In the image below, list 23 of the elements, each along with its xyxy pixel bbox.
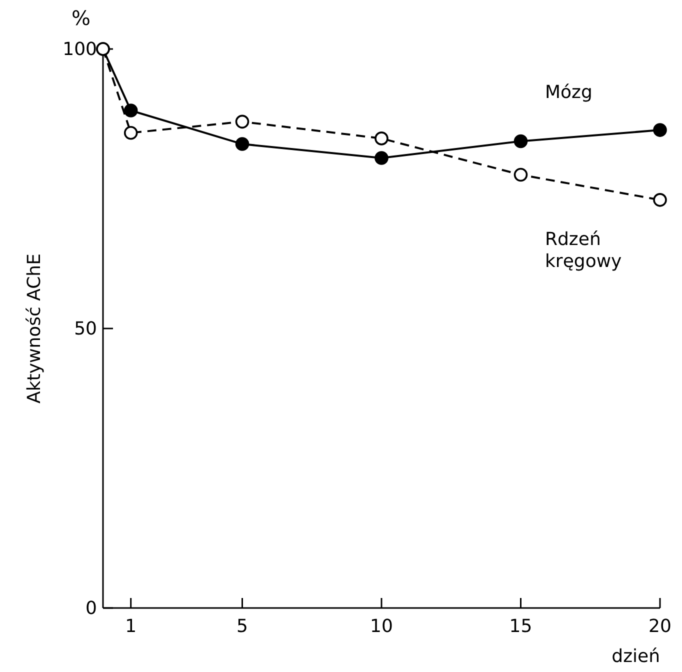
- x-tick-label: 5: [236, 616, 248, 637]
- point: [235, 114, 250, 129]
- point: [374, 151, 388, 165]
- x-tick-label: 1: [125, 616, 137, 637]
- y-tick-label: 100: [62, 39, 97, 60]
- x-tick-label: 10: [370, 616, 393, 637]
- series-label: Rdzeń kręgowy: [545, 228, 622, 272]
- point: [514, 134, 528, 148]
- point: [653, 193, 667, 207]
- point: [653, 123, 667, 137]
- x-axis-title: dzień: [612, 646, 660, 667]
- text: %: [71, 6, 91, 30]
- y-axis-title: Aktywność AChE: [24, 254, 45, 404]
- point: [235, 137, 250, 151]
- point: [124, 126, 138, 140]
- point: [514, 168, 528, 182]
- y-tick-label: 50: [74, 318, 97, 340]
- x-tick-label: 20: [648, 616, 672, 637]
- point: [374, 132, 388, 146]
- y-tick-label: 0: [86, 598, 97, 619]
- series-label: Mózg: [545, 82, 592, 104]
- point: [124, 104, 138, 118]
- x-tick-label: 15: [509, 616, 532, 637]
